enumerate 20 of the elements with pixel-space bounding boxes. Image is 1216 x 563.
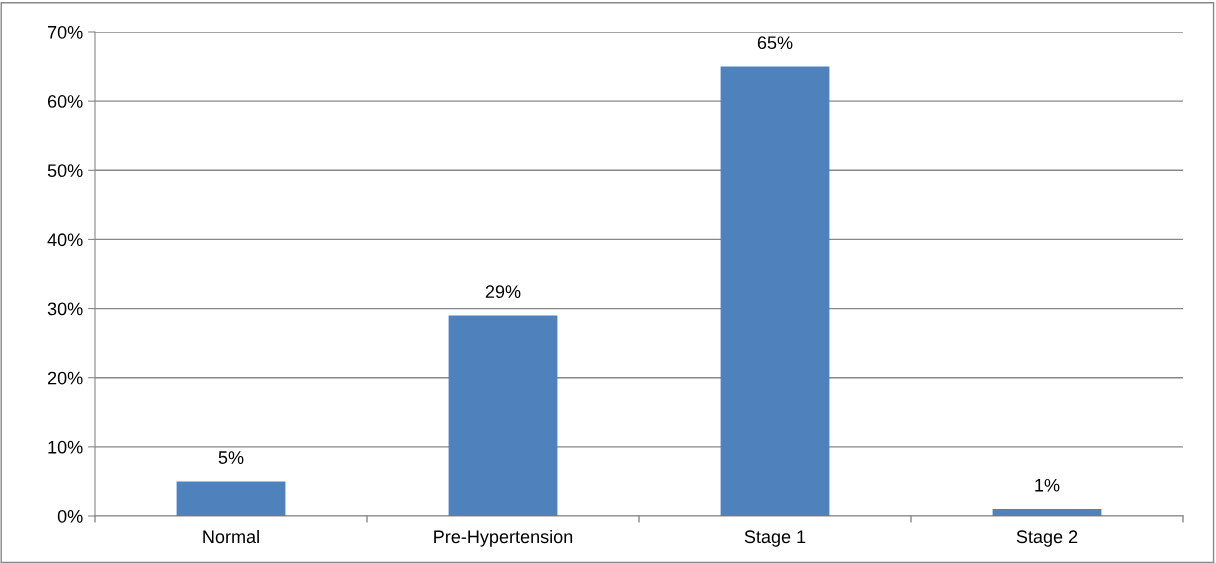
y-tick-label: 40%	[47, 233, 83, 247]
data-label: 1%	[1035, 478, 1060, 492]
y-tick-label: 30%	[47, 302, 83, 316]
bar	[448, 315, 558, 516]
data-label: 65%	[757, 36, 793, 50]
y-tick-label: 70%	[47, 25, 83, 39]
y-tick-label: 0%	[57, 509, 83, 523]
bar	[176, 481, 286, 516]
data-label: 29%	[485, 285, 521, 299]
y-tick-label: 10%	[48, 440, 83, 454]
x-tick-label: Pre-Hypertension	[434, 529, 573, 547]
y-tick-label: 50%	[47, 164, 83, 178]
data-label: 5%	[218, 451, 244, 464]
y-tick-label: 60%	[47, 95, 83, 108]
x-tick-label: Normal	[203, 529, 259, 544]
bar	[720, 66, 830, 516]
x-tick-label: Stage 1	[744, 530, 806, 547]
y-tick-label: 20%	[47, 371, 83, 385]
bar	[992, 509, 1102, 516]
x-tick-label: Stage 2	[1016, 530, 1078, 547]
